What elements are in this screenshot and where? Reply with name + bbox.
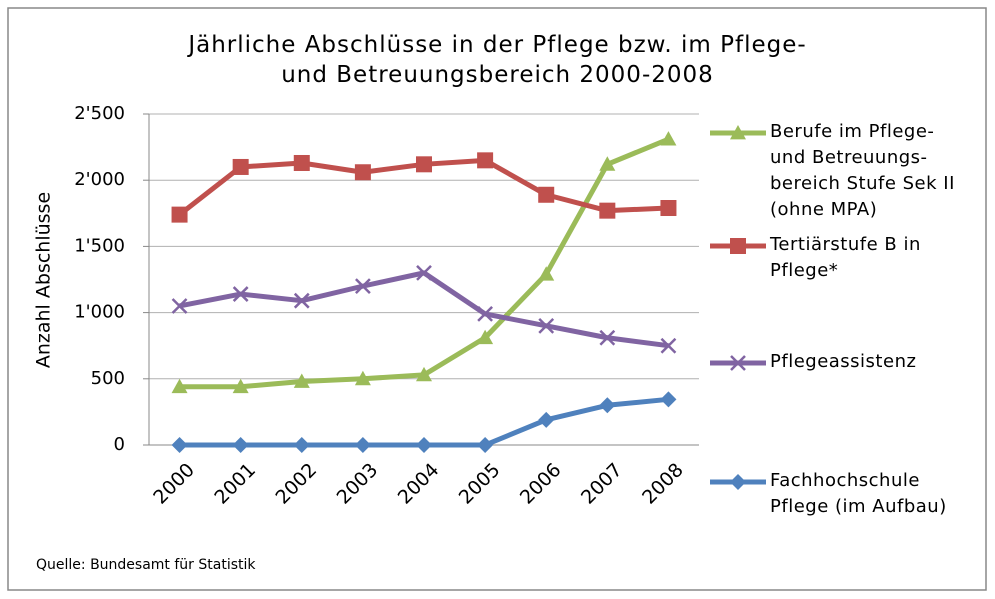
chart-border <box>7 7 987 591</box>
point-marker <box>660 391 677 408</box>
point-marker <box>354 437 371 453</box>
point-marker <box>660 131 677 146</box>
legend-marker <box>730 355 746 371</box>
legend-label: Berufe im Pflege- und Betreuungs- bereic… <box>770 121 955 220</box>
chart-title: Jährliche Abschlüsse in der Pflege bzw. … <box>188 32 807 88</box>
point-marker <box>354 370 371 386</box>
legend-label: Pflegeassistenz <box>770 351 917 372</box>
point-marker <box>416 156 432 173</box>
legend-label: Tertiärstufe B in Pflege* <box>770 234 921 281</box>
point-marker <box>599 397 616 414</box>
point-marker <box>355 278 371 295</box>
point-marker <box>232 378 249 394</box>
point-marker <box>416 366 432 382</box>
point-marker <box>538 411 555 428</box>
point-marker <box>293 437 310 453</box>
y-tick-label: 2'500 <box>74 103 125 124</box>
point-marker <box>538 317 555 334</box>
point-marker <box>293 154 310 171</box>
y-tick-label: 2'000 <box>74 169 125 190</box>
point-marker <box>538 186 555 203</box>
legend-marker <box>730 474 746 490</box>
legend-marker <box>730 238 746 254</box>
point-marker <box>232 437 249 453</box>
point-marker <box>599 156 616 171</box>
point-marker <box>660 337 677 354</box>
point-marker <box>477 437 494 453</box>
point-marker <box>171 437 188 453</box>
point-marker <box>232 158 249 175</box>
source-note: Quelle: Bundesamt für Statistik <box>36 557 256 573</box>
point-marker <box>477 152 494 169</box>
point-marker <box>477 306 493 322</box>
legend-label: Fachhochschule Pflege (im Aufbau) <box>770 470 947 517</box>
y-tick-label: 1'500 <box>74 235 125 256</box>
point-marker <box>477 329 494 345</box>
legend-marker <box>730 125 746 140</box>
point-marker <box>171 378 188 394</box>
point-marker <box>660 200 677 217</box>
point-marker <box>416 264 432 281</box>
y-tick-label: 500 <box>91 368 125 389</box>
point-marker <box>599 202 616 219</box>
y-tick-label: 0 <box>114 434 125 455</box>
point-marker <box>171 206 188 223</box>
point-marker <box>599 329 616 346</box>
point-marker <box>538 266 555 281</box>
point-marker <box>293 373 310 388</box>
point-marker <box>416 437 432 453</box>
y-tick-label: 1'000 <box>74 302 125 323</box>
point-marker <box>354 164 371 181</box>
point-marker <box>293 292 310 309</box>
point-marker <box>171 298 188 314</box>
y-axis-label: Anzahl Abschlüsse <box>33 192 55 368</box>
point-marker <box>232 286 249 302</box>
